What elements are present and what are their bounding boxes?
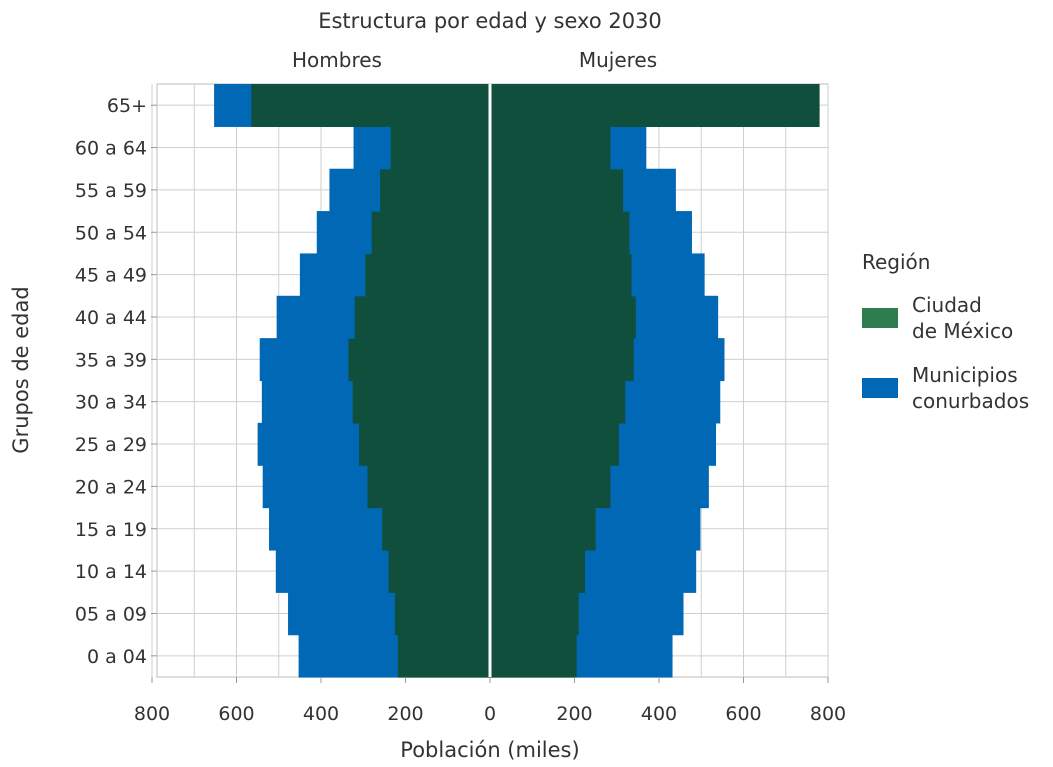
y-tick-label: 0 a 04	[87, 646, 147, 668]
bar-mujeres-ciudad-de-mexico	[490, 549, 586, 593]
bar-hombres-ciudad-de-mexico	[251, 84, 490, 127]
legend-swatch-ciudad-de-mexico	[862, 308, 898, 328]
bar-mujeres-ciudad-de-mexico	[490, 507, 596, 551]
bar-mujeres-ciudad-de-mexico	[490, 422, 619, 466]
chart-title: Estructura por edad y sexo 2030	[318, 9, 662, 33]
axes: 0 a 04 05 a 09 10 a 14 15 a 19 20 a 24 25 a 2…	[75, 95, 846, 725]
bar-mujeres-ciudad-de-mexico	[490, 84, 820, 127]
bar-hombres-ciudad-de-mexico	[359, 422, 490, 466]
bar-mujeres-ciudad-de-mexico	[490, 380, 626, 424]
legend-label-municipios-conurbados: Municipios conurbados	[912, 363, 1030, 413]
y-tick-label: 55 a 59	[75, 180, 147, 202]
bar-hombres-ciudad-de-mexico	[367, 465, 490, 509]
legend-title: Región	[862, 250, 931, 274]
bar-mujeres-ciudad-de-mexico	[490, 253, 632, 297]
bar-hombres-ciudad-de-mexico	[390, 126, 490, 170]
bar-mujeres-ciudad-de-mexico	[490, 592, 579, 636]
legend: Región Ciudad de México Municipios conur…	[862, 250, 1052, 432]
x-tick-label: 400	[303, 703, 339, 725]
bar-mujeres-ciudad-de-mexico	[490, 465, 611, 509]
x-tick-label: 0	[484, 703, 496, 725]
subtitle-mujeres: Mujeres	[579, 48, 657, 72]
y-tick-label: 45 a 49	[75, 265, 147, 287]
x-tick-label: 800	[134, 703, 170, 725]
bar-hombres-ciudad-de-mexico	[371, 211, 490, 255]
legend-item-municipios-conurbados: Municipios conurbados	[862, 362, 1052, 414]
bar-mujeres-ciudad-de-mexico	[490, 338, 634, 382]
legend-swatch-municipios-conurbados	[862, 378, 898, 398]
bar-hombres-ciudad-de-mexico	[352, 380, 490, 424]
legend-item-ciudad-de-mexico: Ciudad de México	[862, 292, 1052, 344]
y-tick-label: 25 a 29	[75, 434, 147, 456]
y-tick-label: 10 a 14	[75, 561, 147, 583]
y-axis-label: Grupos de edad	[9, 286, 33, 453]
bar-mujeres-ciudad-de-mexico	[490, 295, 636, 339]
x-tick-label: 600	[725, 703, 761, 725]
bar-hombres-ciudad-de-mexico	[382, 507, 490, 551]
y-tick-label: 20 a 24	[75, 476, 147, 498]
x-tick-label: 800	[810, 703, 846, 725]
y-tick-label: 05 a 09	[75, 603, 147, 625]
bar-hombres-ciudad-de-mexico	[348, 338, 490, 382]
x-tick-label: 600	[218, 703, 254, 725]
y-tick-label: 60 a 64	[75, 138, 147, 160]
subtitle-hombres: Hombres	[292, 48, 382, 72]
bar-hombres-ciudad-de-mexico	[354, 295, 490, 339]
bar-hombres-ciudad-de-mexico	[394, 592, 490, 636]
y-tick-label: 65+	[107, 95, 147, 117]
bar-mujeres-ciudad-de-mexico	[490, 211, 630, 255]
bar-mujeres-ciudad-de-mexico	[490, 634, 577, 678]
y-tick-label: 35 a 39	[75, 349, 147, 371]
y-tick-label: 15 a 19	[75, 519, 147, 541]
bar-hombres-ciudad-de-mexico	[380, 168, 490, 212]
x-tick-label: 200	[556, 703, 592, 725]
legend-label-ciudad-de-mexico: Ciudad de México	[912, 293, 1014, 343]
bars	[214, 84, 820, 678]
x-tick-label: 400	[641, 703, 677, 725]
bar-hombres-ciudad-de-mexico	[365, 253, 490, 297]
y-tick-label: 40 a 44	[75, 307, 147, 329]
bar-mujeres-ciudad-de-mexico	[490, 126, 611, 170]
bar-mujeres-ciudad-de-mexico	[490, 168, 624, 212]
bar-hombres-ciudad-de-mexico	[397, 634, 490, 678]
x-tick-label: 200	[387, 703, 423, 725]
x-axis-label: Población (miles)	[400, 738, 579, 762]
y-tick-label: 50 a 54	[75, 222, 147, 244]
y-tick-label: 30 a 34	[75, 392, 147, 414]
bar-hombres-ciudad-de-mexico	[388, 549, 490, 593]
